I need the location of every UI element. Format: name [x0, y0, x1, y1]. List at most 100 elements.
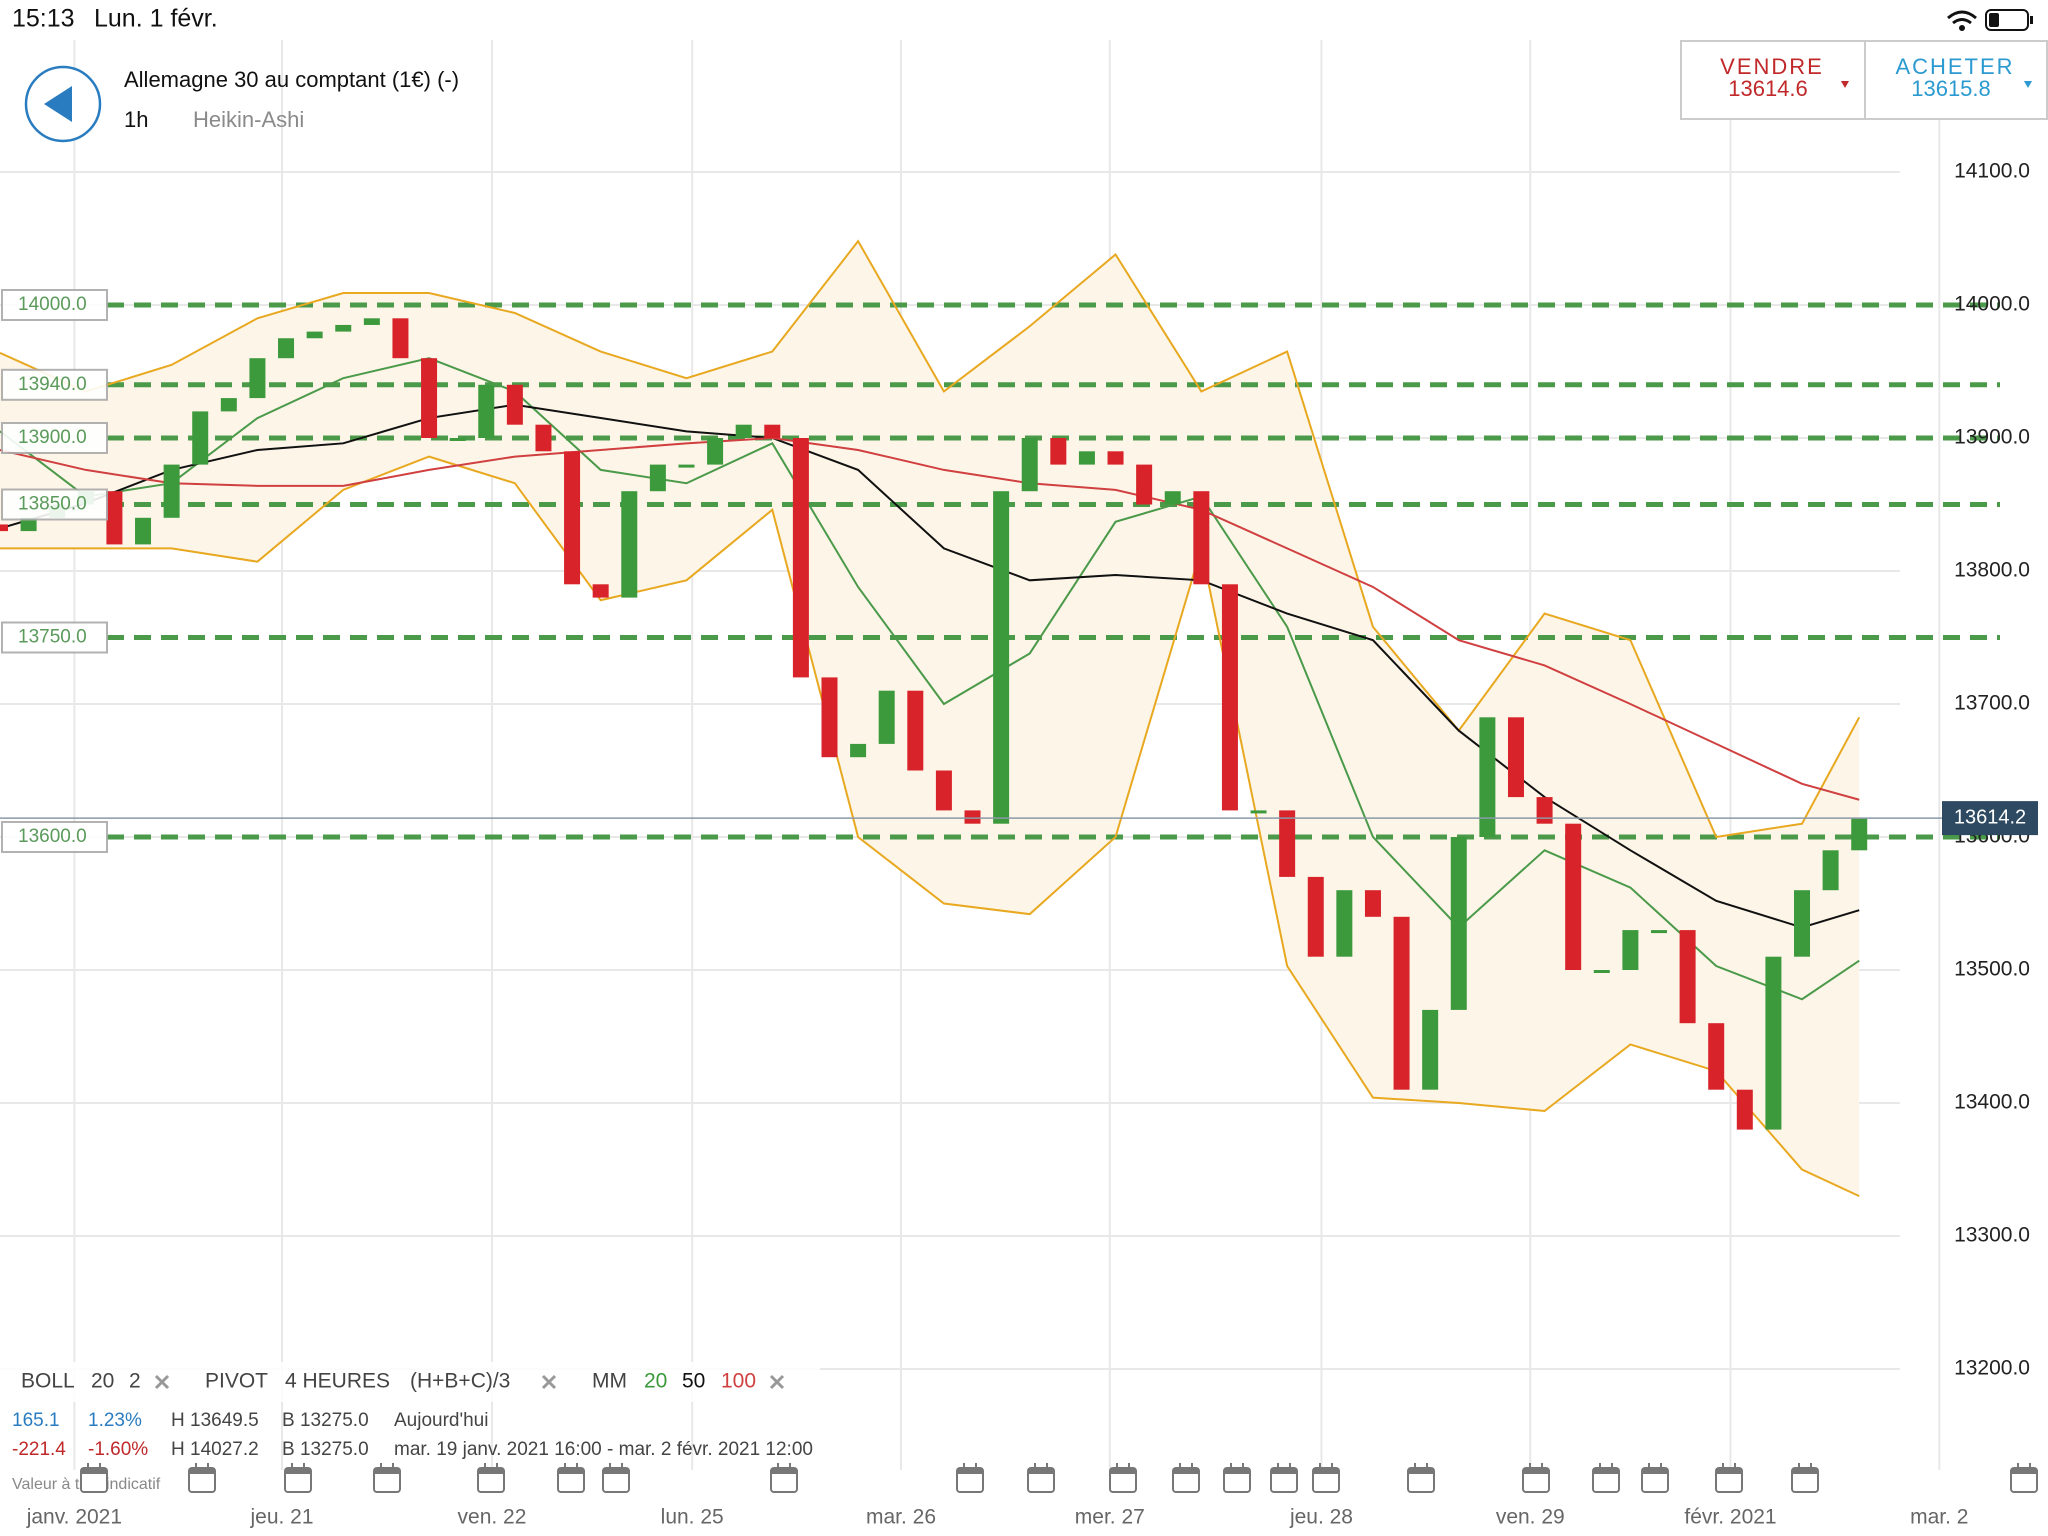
pivot-label: 13940.0 — [18, 374, 87, 395]
indicator-line — [0, 436, 1860, 801]
calendar-icon — [1791, 1463, 1819, 1493]
calendar-icon — [1270, 1463, 1298, 1493]
candle — [249, 358, 266, 399]
indicator-pivot[interactable]: PIVOT 4 HEURES (H+B+C)/3 — [205, 1370, 557, 1393]
candle — [421, 358, 438, 438]
calendar-top — [189, 1468, 215, 1474]
pivot-label-box — [1, 422, 108, 454]
pivot-label: 13900.0 — [18, 427, 87, 448]
chart: 14000.0 13940.0 13900.0 13850.0 13750.0 13600… — [0, 40, 2000, 1470]
pivot-label-box — [1, 368, 108, 401]
candle — [1536, 797, 1553, 824]
candle — [1507, 717, 1524, 798]
candle — [1822, 850, 1839, 891]
indicator-param: 2 — [129, 1370, 141, 1393]
candle — [1364, 890, 1381, 917]
high: H 13649.5 — [171, 1410, 259, 1431]
candle — [135, 517, 152, 545]
candle — [935, 770, 952, 811]
sell-label: VENDRE — [1720, 54, 1824, 79]
indicator-param: 100 — [721, 1370, 756, 1393]
calendar-top — [1224, 1468, 1250, 1474]
candle — [392, 318, 409, 359]
y-tick-label: 13300.0 — [1954, 1224, 2030, 1247]
change: 165.1 — [12, 1410, 60, 1431]
candle — [1336, 890, 1353, 957]
back-button[interactable] — [24, 65, 102, 143]
indicator-boll[interactable]: BOLL 20 2 — [21, 1370, 170, 1393]
candle — [1250, 810, 1267, 814]
calendar-icon — [1715, 1463, 1743, 1493]
candle — [649, 464, 666, 492]
calendar-top — [558, 1468, 584, 1474]
status-time: 15:13 — [12, 5, 75, 33]
calendar-top — [1408, 1468, 1434, 1474]
y-tick-label: 13900.0 — [1954, 426, 2030, 449]
buy-button[interactable]: ACHETER 13615.8 — [1895, 54, 2032, 101]
status-icons — [1947, 9, 2033, 31]
indicator-line — [0, 239, 1861, 839]
chart-style[interactable]: Heikin-Ashi — [193, 107, 304, 132]
x-tick-label: jeu. 21 — [249, 1506, 313, 1529]
candle — [1164, 491, 1181, 505]
period: Aujourd'hui — [394, 1410, 488, 1431]
pivot-label-box — [1, 621, 108, 654]
candle — [964, 810, 981, 824]
candle — [1679, 930, 1696, 1024]
x-tick-label: mer. 27 — [1075, 1506, 1145, 1529]
calendar-icon — [1592, 1463, 1620, 1493]
calendar-icon — [770, 1463, 798, 1493]
indicator-mm[interactable]: MM 20 50 100 — [592, 1370, 785, 1393]
calendar-top — [1642, 1468, 1668, 1474]
candle — [678, 464, 695, 468]
candle — [1479, 717, 1496, 837]
instrument-title: Allemagne 30 au comptant (1€) (-) — [124, 67, 459, 92]
candle — [220, 398, 237, 412]
candle — [735, 424, 752, 438]
candle — [1078, 451, 1095, 465]
calendar-top — [1028, 1468, 1054, 1474]
candle — [163, 464, 180, 518]
calendar-top — [285, 1468, 311, 1474]
pivot-label-box — [1, 821, 108, 853]
x-tick-label: ven. 29 — [1496, 1506, 1565, 1529]
high: H 14027.2 — [171, 1439, 259, 1460]
calendar-top — [478, 1468, 504, 1474]
candle — [192, 411, 209, 465]
indicator-name: MM — [592, 1370, 627, 1393]
last-price-label: 13614.2 — [1954, 806, 2026, 828]
calendar-icon — [602, 1463, 630, 1493]
indicator-param: 20 — [91, 1370, 114, 1393]
interval[interactable]: 1h — [124, 107, 148, 132]
indicator-name: BOLL — [21, 1370, 75, 1393]
calendar-top — [81, 1468, 107, 1474]
candle — [1107, 451, 1124, 465]
indicator-param: (H+B+C)/3 — [410, 1370, 510, 1393]
candle — [1650, 930, 1667, 934]
y-tick-label: 14100.0 — [1954, 160, 2030, 183]
candle — [449, 438, 466, 441]
candle — [592, 584, 609, 598]
sell-button[interactable]: VENDRE 13614.6 — [1720, 54, 1849, 101]
candle — [306, 331, 323, 339]
date-axis: janv. 2021 jeu. 21 ven. 22 lun. 25 mar. 26 me… — [26, 1506, 1969, 1529]
candle — [707, 438, 724, 465]
period: mar. 19 janv. 2021 16:00 - mar. 2 févr. … — [394, 1439, 813, 1460]
change-pct: 1.23% — [88, 1410, 142, 1431]
indicator-param: 50 — [682, 1370, 705, 1393]
x-tick-label: jeu. 28 — [1289, 1506, 1353, 1529]
calendar-icon — [80, 1463, 108, 1493]
x-tick-label: janv. 2021 — [26, 1506, 122, 1529]
status-date: Lun. 1 févr. — [94, 5, 218, 33]
change-pct: -1.60% — [88, 1439, 148, 1460]
candle — [1279, 810, 1296, 877]
candle — [1736, 1089, 1753, 1130]
y-tick-label: 13500.0 — [1954, 958, 2030, 981]
y-tick-label: 13200.0 — [1954, 1357, 2030, 1380]
low: B 13275.0 — [282, 1410, 369, 1431]
candle — [792, 438, 809, 678]
candle — [1765, 956, 1782, 1130]
calendar-icon — [1312, 1463, 1340, 1493]
calendar-icon — [1172, 1463, 1200, 1493]
sell-price: 13614.6 — [1728, 76, 1808, 101]
